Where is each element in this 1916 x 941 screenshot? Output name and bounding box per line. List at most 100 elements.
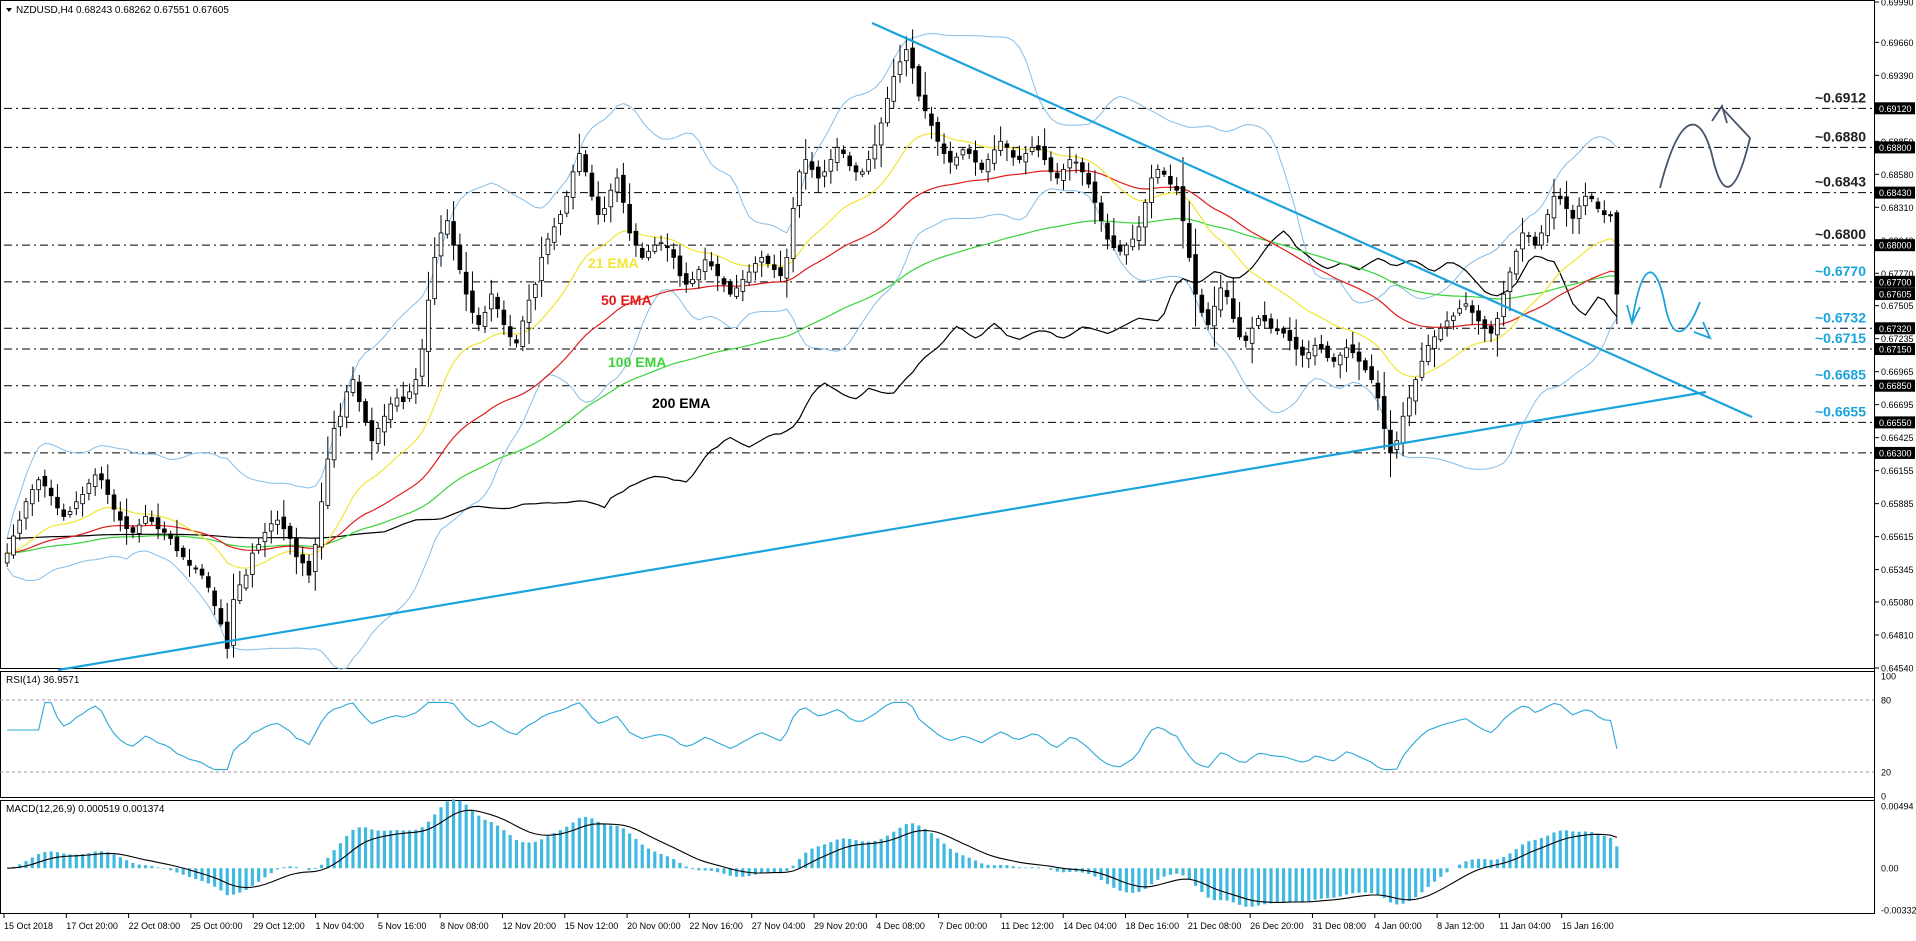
candle-body xyxy=(470,290,475,313)
candle-body xyxy=(42,475,48,487)
candle xyxy=(419,338,425,386)
time-tick-label: 8 Nov 08:00 xyxy=(440,921,489,931)
candle-body xyxy=(545,238,551,255)
candle-body xyxy=(608,189,614,208)
candle-body xyxy=(256,544,261,551)
candle xyxy=(243,568,249,591)
candle-body xyxy=(1526,235,1532,237)
level-tag-bg xyxy=(1875,416,1915,429)
candle-body xyxy=(771,264,777,271)
candle xyxy=(1054,162,1060,185)
candle-body xyxy=(80,494,85,505)
candle xyxy=(1425,334,1431,366)
candle xyxy=(413,367,419,404)
candle-body xyxy=(1224,290,1230,297)
candle xyxy=(1325,341,1330,362)
candle xyxy=(4,543,10,567)
candle-body xyxy=(929,113,934,126)
candle xyxy=(683,262,689,293)
candle xyxy=(822,159,827,188)
candle-body xyxy=(878,122,884,146)
candle xyxy=(1218,274,1224,318)
candle xyxy=(910,29,915,84)
rsi-scale-label: 80 xyxy=(1881,696,1891,706)
candle-body xyxy=(268,523,274,532)
candle-body xyxy=(1098,202,1104,222)
candle-body xyxy=(1363,360,1368,371)
candle xyxy=(482,305,488,334)
level-tag-label: 0.67700 xyxy=(1879,277,1912,287)
candle-body xyxy=(419,348,425,377)
time-tick-label: 12 Nov 20:00 xyxy=(502,921,556,931)
candle-body xyxy=(55,496,60,509)
candle xyxy=(1451,312,1456,330)
price-tick-label: 0.65615 xyxy=(1881,532,1914,542)
bearish-arrow-head-a-icon xyxy=(1626,304,1641,326)
candle-body xyxy=(501,309,507,326)
candle-body xyxy=(1344,347,1349,358)
candle xyxy=(1413,376,1418,415)
candle xyxy=(627,183,632,241)
level-tag-bg xyxy=(1875,186,1915,199)
candle xyxy=(80,486,85,517)
candle-body xyxy=(1564,196,1569,209)
candle xyxy=(262,522,268,558)
chart-title: NZDUSD,H4 0.68243 0.68262 0.67551 0.6760… xyxy=(16,5,229,16)
candle xyxy=(558,210,563,236)
candle-body xyxy=(187,559,192,566)
candle-body xyxy=(394,397,400,407)
candle-body xyxy=(1513,250,1519,275)
candle xyxy=(369,407,375,461)
candle-body xyxy=(206,576,211,588)
candle-body xyxy=(935,121,941,142)
candle xyxy=(495,292,500,318)
candle xyxy=(872,124,878,169)
candle xyxy=(237,570,243,605)
candle-body xyxy=(1249,327,1255,344)
ascending-trendline[interactable] xyxy=(57,390,1707,672)
candle xyxy=(778,250,783,282)
candle xyxy=(1036,135,1041,158)
candle-body xyxy=(1425,344,1431,362)
candle-body xyxy=(1117,244,1123,252)
rsi-scale-label: 20 xyxy=(1881,768,1891,778)
candle xyxy=(1350,331,1356,359)
candle xyxy=(212,587,217,616)
candle xyxy=(904,36,909,77)
candle-body xyxy=(136,524,142,534)
candle-body xyxy=(1520,232,1525,250)
candle-body xyxy=(300,554,305,564)
candle-body xyxy=(941,143,947,154)
candle xyxy=(1300,339,1305,368)
macd-scale-label: 0.00 xyxy=(1881,864,1899,874)
descending-trendline[interactable] xyxy=(871,21,1753,419)
candle xyxy=(457,233,463,275)
rsi-line xyxy=(7,701,1618,771)
candle xyxy=(1469,300,1475,325)
candle xyxy=(180,545,186,561)
candle xyxy=(1212,286,1217,347)
level-tag-label: 0.66550 xyxy=(1879,418,1912,428)
candle-body xyxy=(375,428,381,445)
candle-body xyxy=(1067,159,1073,169)
candle xyxy=(281,500,287,541)
candle xyxy=(74,491,79,516)
candle-body xyxy=(1042,146,1047,161)
candle-body xyxy=(1205,309,1211,326)
candle-body xyxy=(1193,254,1198,295)
candle-body xyxy=(306,560,312,576)
candle xyxy=(765,253,771,268)
candle-body xyxy=(1306,352,1312,360)
candle xyxy=(275,510,280,535)
candle-body xyxy=(243,574,249,589)
candle xyxy=(514,335,519,348)
candle xyxy=(696,266,702,289)
candle xyxy=(784,248,790,298)
candle xyxy=(1017,145,1022,164)
price-tick-label: 0.69390 xyxy=(1881,71,1914,81)
candle-body xyxy=(369,420,375,442)
candle xyxy=(727,279,733,297)
collapse-triangle-icon[interactable] xyxy=(6,8,12,12)
candle-body xyxy=(872,144,878,160)
